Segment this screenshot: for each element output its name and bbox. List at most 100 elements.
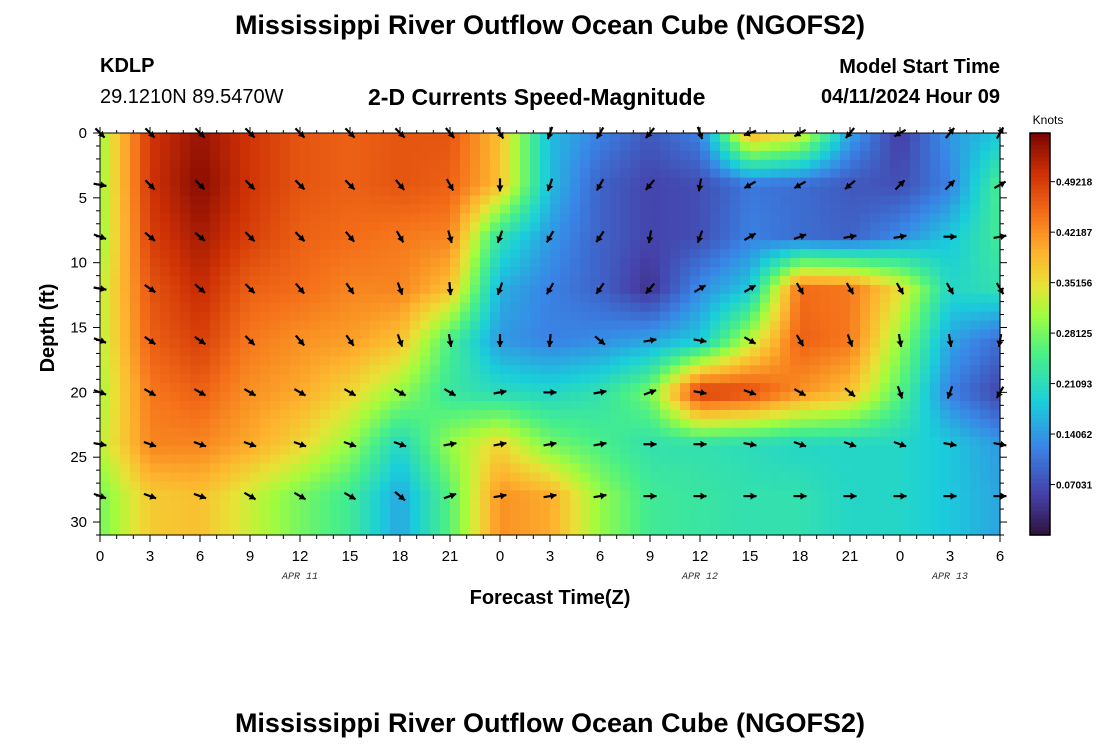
heatmap-cell [310, 186, 321, 197]
colorbar-unit-label: Knots [1033, 113, 1064, 127]
heatmap-cell [820, 427, 831, 438]
heatmap-cell [500, 284, 511, 295]
heatmap-cell [450, 311, 461, 322]
heatmap-cell [800, 320, 811, 331]
heatmap-cell [870, 409, 881, 420]
heatmap-cell [880, 418, 891, 429]
heatmap-cell [910, 195, 921, 206]
heatmap-cell [930, 347, 941, 357]
heatmap-cell [320, 311, 331, 322]
heatmap-cell [780, 481, 791, 491]
heatmap-cell [340, 392, 351, 402]
heatmap-cell [400, 526, 411, 536]
heatmap-cell [920, 454, 931, 465]
heatmap-cell [200, 409, 211, 420]
colorbar-frame [1029, 132, 1051, 536]
current-arrow [696, 178, 704, 192]
heatmap-cell [310, 526, 321, 536]
heatmap-cell [300, 159, 311, 170]
heatmap-cell [820, 356, 831, 366]
current-arrow [194, 283, 206, 294]
heatmap-cell [300, 481, 311, 491]
heatmap-cell [960, 329, 971, 340]
heatmap-cell [170, 213, 181, 223]
heatmap-cell [280, 463, 291, 474]
heatmap-cell [200, 508, 211, 518]
heatmap-cell [150, 195, 161, 206]
heatmap-cell [950, 374, 961, 384]
heatmap-cell [340, 347, 351, 357]
heatmap-cell [330, 177, 341, 188]
current-arrow [644, 179, 656, 191]
heatmap-cell [340, 338, 351, 348]
heatmap-cell [930, 454, 941, 465]
heatmap-cell [590, 356, 601, 366]
heatmap-cell [210, 365, 221, 375]
heatmap-cell [290, 418, 301, 429]
heatmap-cell [280, 168, 291, 179]
heatmap-cell [230, 249, 241, 259]
heatmap-cell [300, 240, 311, 250]
heatmap-cell [480, 329, 491, 340]
heatmap-cell [460, 409, 471, 420]
heatmap-cell [320, 258, 331, 268]
heatmap-cell [200, 195, 211, 206]
heatmap-cell [420, 427, 431, 438]
heatmap-cell [820, 463, 831, 474]
heatmap-cell [230, 320, 241, 331]
heatmap-cell [320, 141, 331, 152]
heatmap-cell [130, 222, 141, 232]
heatmap-cell [980, 249, 991, 259]
heatmap-cell [440, 204, 451, 214]
heatmap-cell [410, 365, 421, 375]
heatmap-cell [610, 213, 621, 223]
heatmap-cell [240, 374, 251, 384]
heatmap-cell [620, 499, 631, 509]
current-arrow [843, 233, 857, 241]
heatmap-cell [170, 347, 181, 357]
heatmap-cell [460, 508, 471, 518]
heatmap-cell [810, 168, 821, 179]
heatmap-cell [900, 213, 911, 223]
heatmap-cell [440, 302, 451, 313]
heatmap-cell [610, 526, 621, 536]
heatmap-cell [380, 472, 391, 482]
heatmap-cell [350, 311, 361, 322]
heatmap-cell [590, 481, 601, 491]
heatmap-cell [570, 392, 581, 402]
heatmap-cell [830, 302, 841, 313]
heatmap-cell [940, 517, 951, 527]
heatmap-cell [180, 133, 191, 143]
heatmap-cell [900, 526, 911, 536]
heatmap-cell [200, 258, 211, 268]
heatmap-cell [100, 401, 111, 411]
colorbar-segment [1030, 185, 1050, 190]
heatmap-cell [530, 526, 541, 536]
heatmap-cell [210, 526, 221, 536]
heatmap-cell [860, 499, 871, 509]
heatmap-cell [110, 284, 121, 295]
current-arrow [643, 492, 657, 500]
heatmap-cell [760, 526, 771, 536]
heatmap-cell [160, 141, 171, 152]
colorbar-tick-label: 0.21093 [1056, 380, 1093, 391]
heatmap-cell [840, 231, 851, 241]
heatmap-cell [290, 365, 301, 375]
heatmap-cell [330, 168, 341, 179]
heatmap-cell [250, 356, 261, 366]
heatmap-cell [890, 508, 901, 518]
heatmap-cell [700, 392, 711, 402]
heatmap-cell [710, 302, 721, 313]
heatmap-cell [870, 481, 881, 491]
heatmap-cell [710, 436, 721, 447]
heatmap-cell [510, 338, 521, 348]
heatmap-cell [720, 347, 731, 357]
heatmap-cell [220, 249, 231, 259]
heatmap-cell [510, 392, 521, 402]
heatmap-cell [810, 320, 821, 331]
heatmap-cell [140, 445, 151, 456]
heatmap-cell [490, 258, 501, 268]
heatmap-cell [410, 195, 421, 206]
heatmap-cell [530, 213, 541, 223]
heatmap-cell [340, 463, 351, 474]
